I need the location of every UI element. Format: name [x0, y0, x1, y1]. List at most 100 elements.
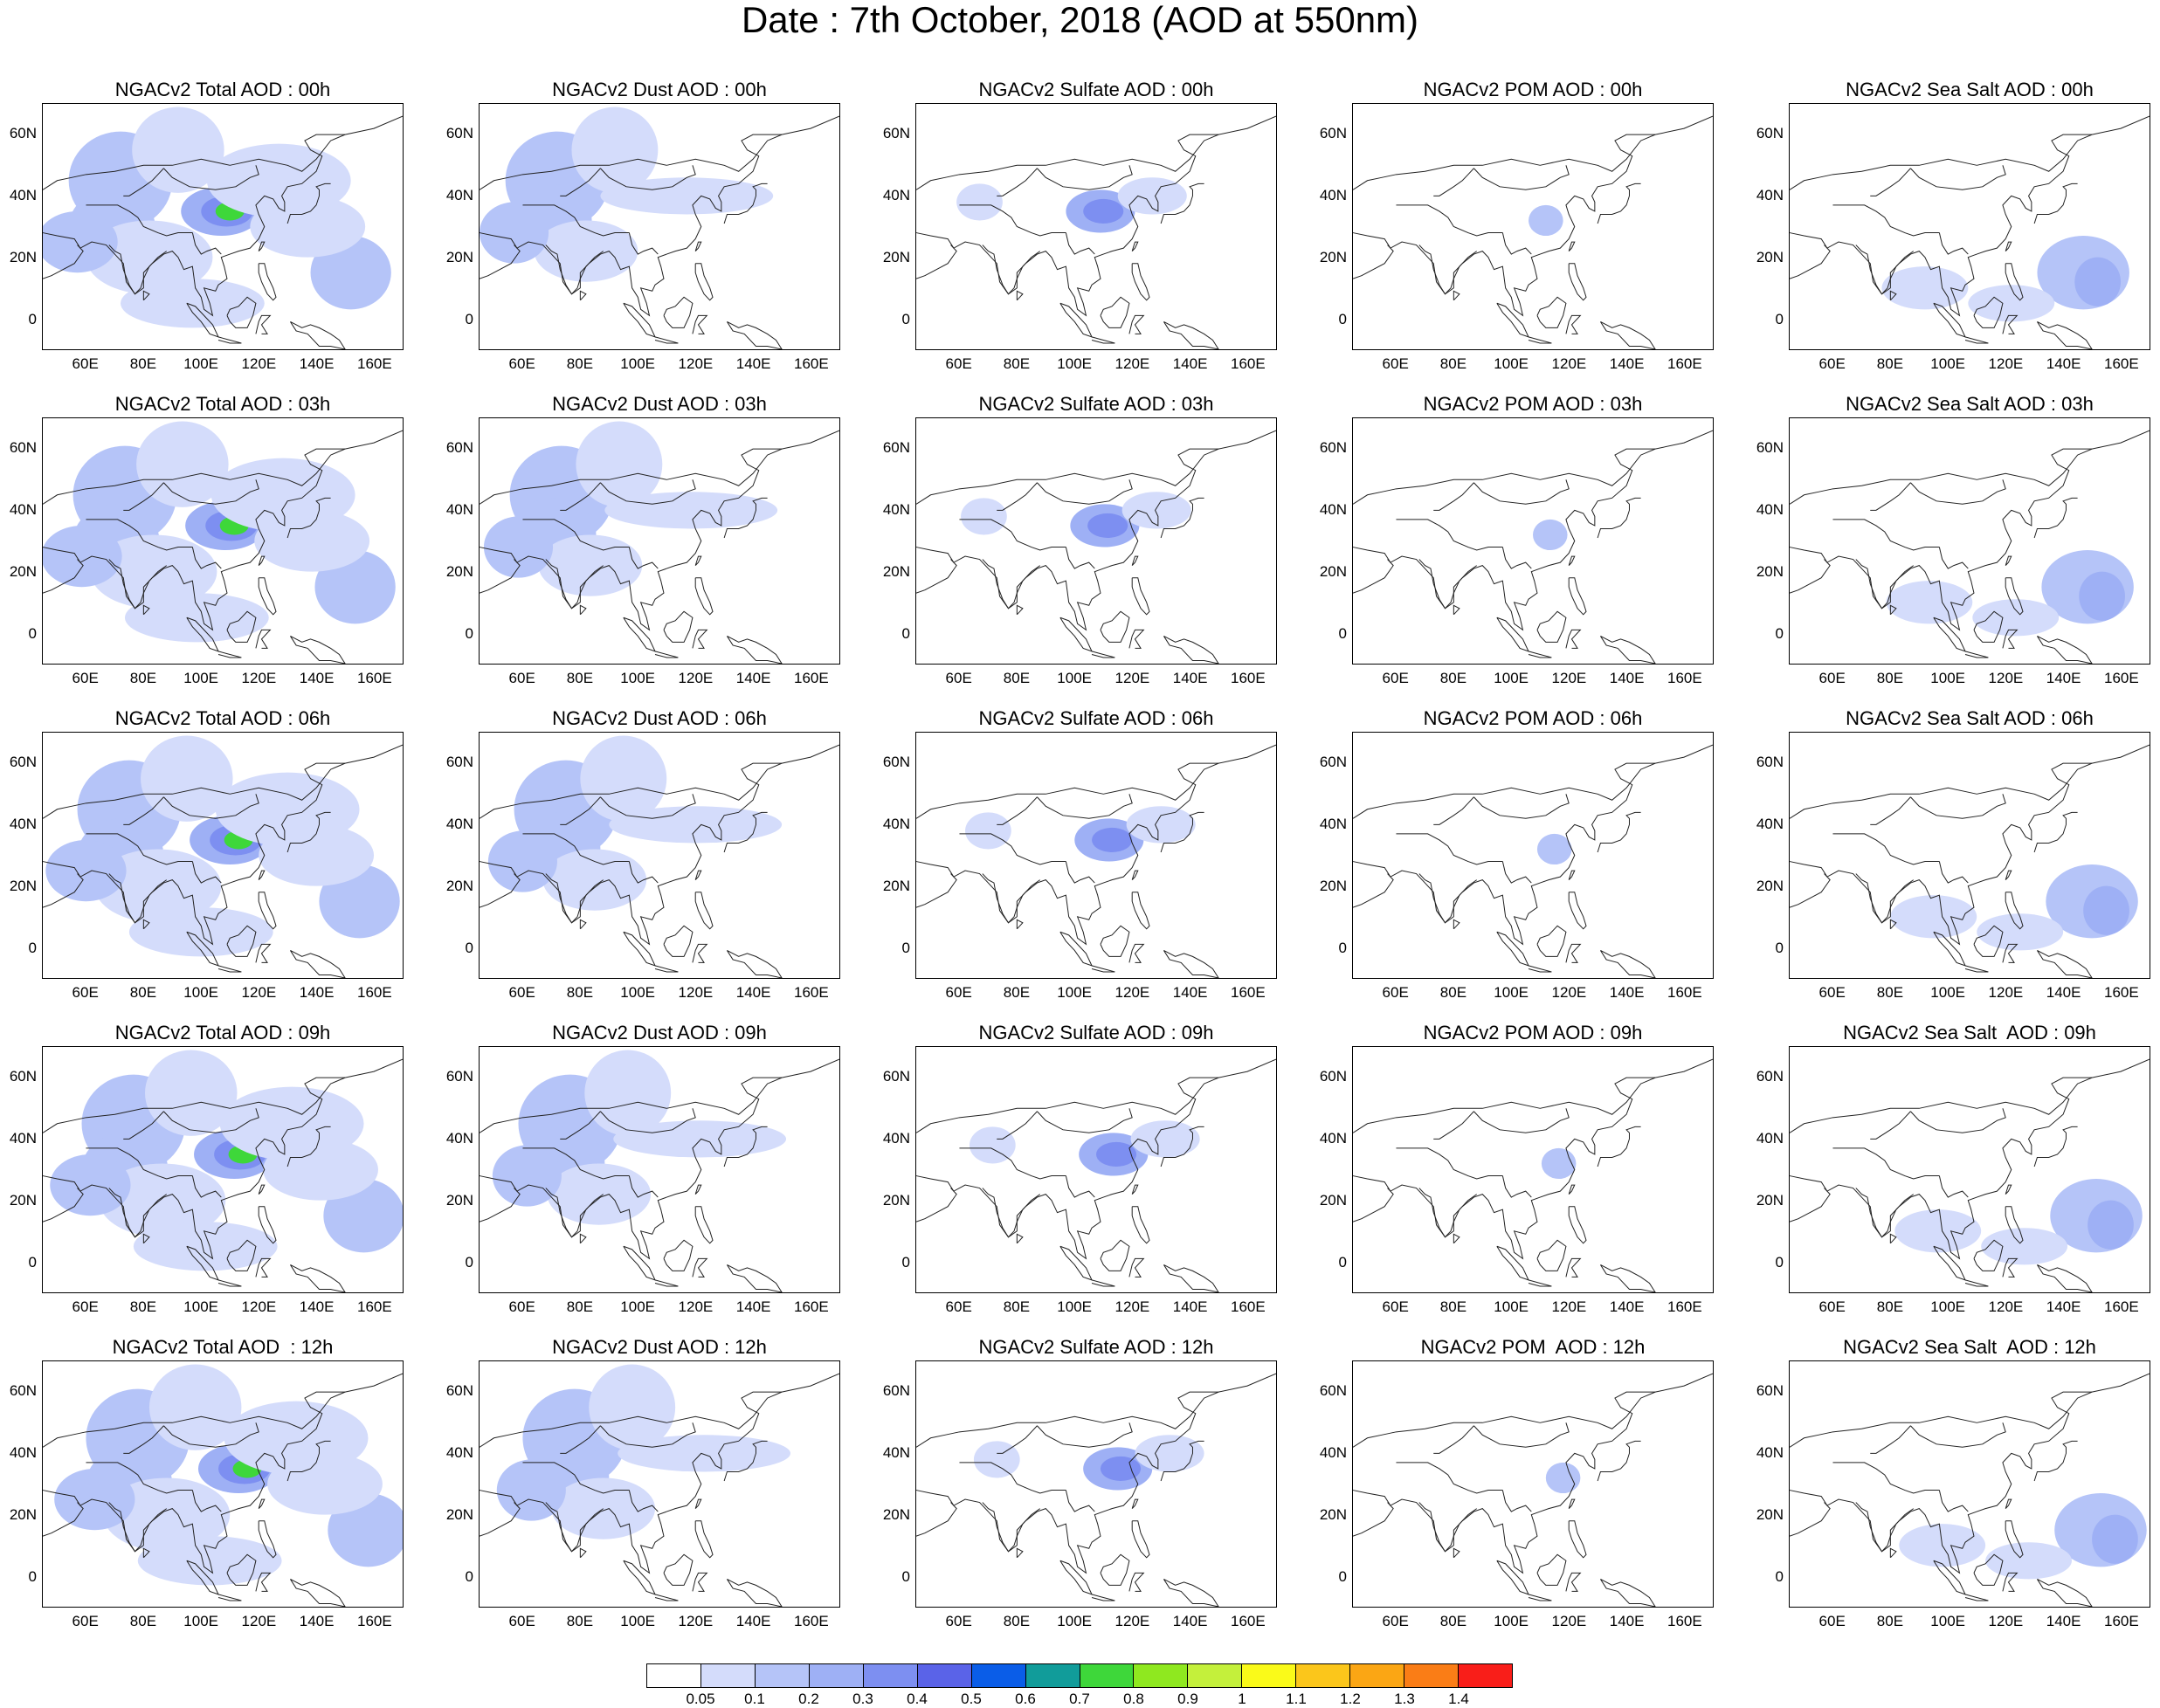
coastline	[1496, 302, 1529, 338]
coastline	[694, 577, 714, 616]
longitude-tick-label: 140E	[1609, 1298, 1645, 1315]
coastline	[2037, 1264, 2093, 1292]
coastline	[258, 1520, 277, 1559]
latitude-tick-label: 0	[465, 624, 473, 642]
longitude-tick-label: 120E	[241, 670, 277, 686]
coastline	[1059, 1245, 1093, 1281]
map-frame	[42, 1360, 404, 1608]
map-frame	[479, 103, 840, 350]
longitude-tick-label: 160E	[357, 1613, 392, 1629]
aod-plume	[1135, 1435, 1204, 1472]
coastline	[1131, 892, 1150, 930]
longitude-tick-label: 120E	[1551, 984, 1587, 1001]
longitude-tick-label: 140E	[2046, 1298, 2081, 1315]
coastline	[1790, 762, 2093, 946]
map-canvas	[480, 735, 839, 978]
coastline	[1790, 430, 2150, 505]
coastline	[1453, 604, 1460, 616]
coastline	[2005, 1206, 2024, 1244]
coastline	[1597, 497, 1641, 539]
coastline	[217, 1279, 242, 1287]
coastline	[1453, 919, 1460, 930]
latitude-tick-label: 40N	[9, 501, 37, 519]
coastline	[1790, 1373, 2150, 1448]
map-canvas	[1790, 115, 2150, 349]
colorbar-label: 1	[1238, 1691, 1246, 1707]
longitude-tick-label: 160E	[357, 984, 392, 1001]
longitude-tick-label: 100E	[1930, 984, 1965, 1001]
longitude-tick-label: 140E	[735, 355, 771, 372]
coastline	[163, 1422, 259, 1448]
coastline	[1353, 744, 1713, 819]
longitude-tick-label: 80E	[1876, 984, 1904, 1001]
aod-plume	[1092, 827, 1133, 852]
coastline	[1568, 577, 1587, 616]
coastline	[663, 296, 694, 328]
coastline	[916, 762, 1219, 946]
aod-plume	[1977, 913, 2064, 951]
longitude-tick-label: 80E	[129, 670, 157, 686]
coastline	[1832, 204, 1940, 237]
map-frame	[42, 732, 404, 979]
longitude-tick-label: 160E	[1231, 355, 1266, 372]
coastline	[1832, 833, 1940, 865]
coastline	[1016, 919, 1024, 930]
coastline	[1855, 1502, 1915, 1553]
longitude-tick-label: 60E	[945, 1298, 972, 1315]
longitude-tick-label: 140E	[1172, 1298, 1208, 1315]
aod-plume	[133, 1222, 278, 1271]
coastline	[1496, 1245, 1529, 1281]
coastline	[1536, 610, 1567, 643]
coastline	[2002, 943, 2019, 963]
longitude-tick-label: 140E	[735, 1613, 771, 1629]
coastline	[226, 610, 257, 643]
coastline	[2037, 1578, 2093, 1607]
coastline	[1600, 320, 1656, 349]
longitude-tick-label: 100E	[183, 670, 218, 686]
latitude-tick-label: 0	[465, 1567, 473, 1585]
longitude-tick-label: 120E	[1988, 670, 2024, 686]
map-panel: NGACv2 Sea Salt AOD : 00h 60N 40N 20N 0 60E 80…	[1747, 79, 2160, 393]
coastline	[258, 555, 266, 566]
aod-plume	[1130, 1120, 1200, 1158]
coastline	[1790, 115, 2150, 190]
coastline	[191, 1175, 222, 1198]
longitude-tick-label: 140E	[299, 1298, 335, 1315]
coastline	[1790, 559, 1831, 594]
coastline	[1433, 168, 1474, 196]
map-frame	[915, 732, 1277, 979]
latitude-tick-label: 40N	[9, 1444, 37, 1462]
longitude-tick-label: 140E	[1609, 670, 1645, 686]
coastline	[545, 559, 604, 610]
coastline	[982, 1502, 1041, 1553]
coastline	[1964, 651, 1989, 658]
coastline	[1832, 1462, 1940, 1494]
coastline	[1973, 1553, 2004, 1586]
latitude-tick-label: 0	[28, 1253, 37, 1271]
longitude-tick-label: 160E	[2104, 670, 2139, 686]
longitude-tick-label: 100E	[1930, 670, 1965, 686]
coastline	[1855, 873, 1915, 924]
coastline	[1037, 1422, 1133, 1448]
coastline	[86, 1462, 193, 1494]
coastline	[43, 1373, 403, 1448]
map-frame	[915, 103, 1277, 350]
longitude-tick-label: 100E	[1494, 670, 1529, 686]
coastline	[1131, 263, 1150, 301]
coastline	[1091, 1279, 1115, 1287]
coastline	[1790, 134, 2093, 317]
latitude-tick-label: 20N	[1319, 562, 1347, 580]
panel-title: NGACv2 Sulfate AOD : 03h	[978, 393, 1214, 415]
panel-title: NGACv2 Dust AOD : 09h	[552, 1022, 767, 1043]
aod-plume	[580, 735, 667, 822]
aod-plume	[1981, 1228, 2068, 1265]
coastline	[1496, 616, 1529, 652]
panel-title: NGACv2 Dust AOD : 00h	[552, 79, 767, 100]
latitude-tick-label: 20N	[1756, 1505, 1784, 1523]
aod-plume	[1536, 833, 1572, 865]
coastline	[560, 1111, 601, 1140]
coastline	[480, 1058, 839, 1133]
coastline	[723, 183, 768, 224]
coastline	[694, 1498, 702, 1509]
coastline	[727, 1578, 783, 1607]
